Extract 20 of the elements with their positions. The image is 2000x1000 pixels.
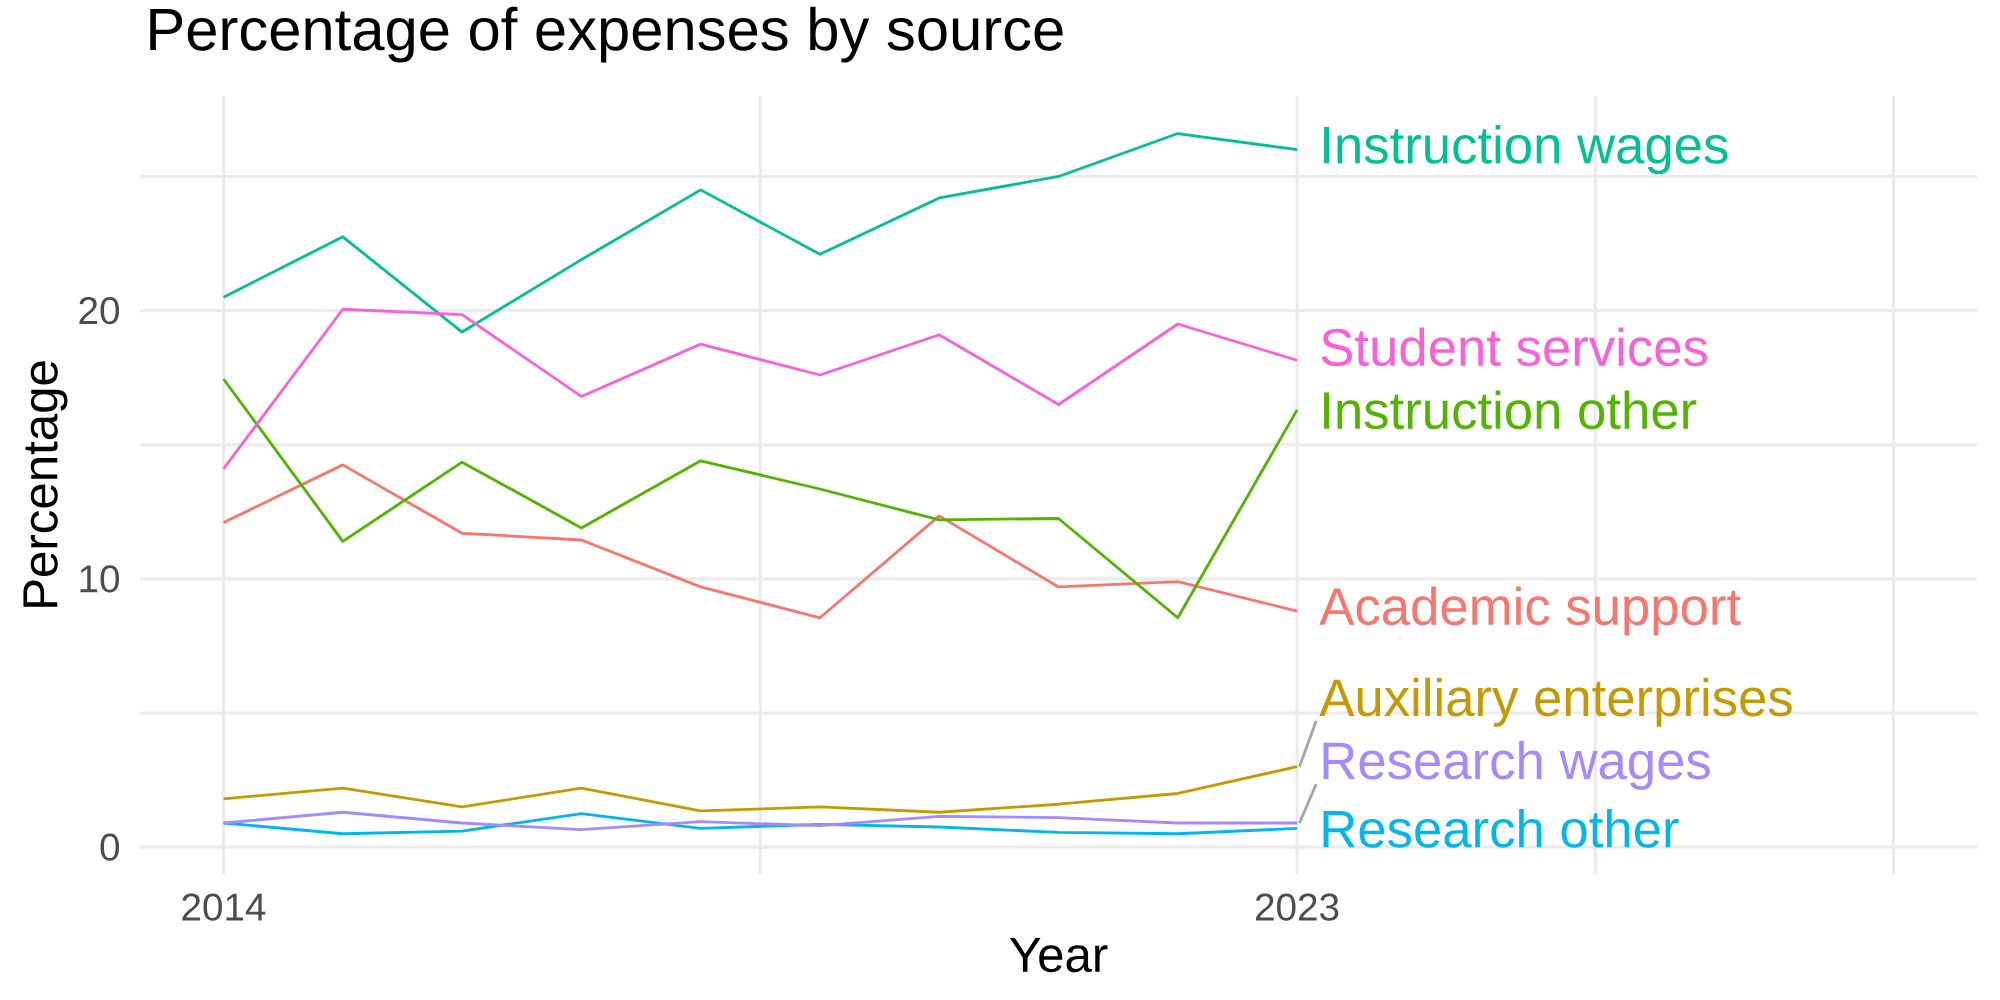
y-tick-label: 20 xyxy=(79,296,120,325)
series-label: Auxiliary enterprises xyxy=(1319,677,1792,727)
series-label: Instruction other xyxy=(1324,390,1697,430)
y-axis-title: Percentage xyxy=(23,361,68,607)
series-label: Research other xyxy=(1323,809,1679,848)
x-axis-title: Year xyxy=(1009,937,1108,973)
line-series xyxy=(222,377,1299,620)
series-label: Student services xyxy=(1321,327,1707,367)
y-tick-label: 10 xyxy=(80,565,120,593)
line-series xyxy=(222,307,1299,471)
x-tick-label: 2014 xyxy=(182,893,266,921)
series-label: Academic support xyxy=(1319,586,1741,636)
x-tick-label: 2023 xyxy=(1256,893,1339,921)
series-label: Instruction wages xyxy=(1324,125,1728,175)
chart-title: Percentage of expenses by source xyxy=(150,6,1063,63)
y-tick-label: 0 xyxy=(100,833,120,861)
line-series xyxy=(222,463,1299,620)
line-series xyxy=(222,132,1299,334)
line-series xyxy=(222,765,1299,814)
series-label: Research wages xyxy=(1323,740,1710,790)
